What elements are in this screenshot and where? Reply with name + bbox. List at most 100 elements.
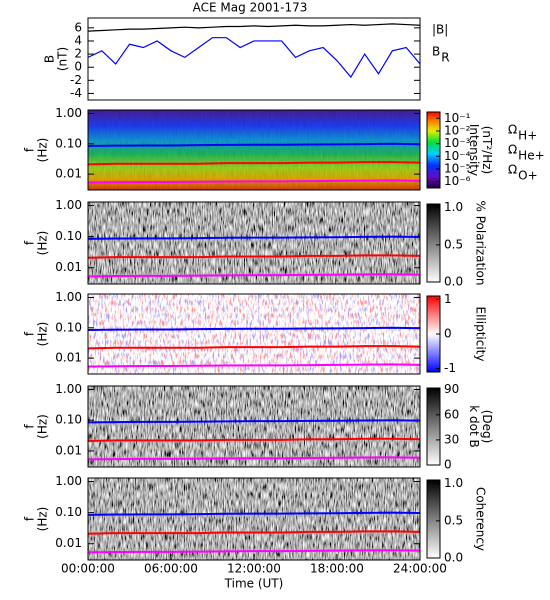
colorbar <box>426 203 441 283</box>
y-tick-label: 1.00 <box>55 474 82 488</box>
series-line <box>87 273 421 278</box>
series-line <box>87 326 421 331</box>
series-line <box>87 142 421 147</box>
colorbar-tick-label: 60 <box>444 407 459 421</box>
spectrogram-texture <box>88 294 420 374</box>
series-line <box>87 419 421 424</box>
legend-subscript: O+ <box>518 169 538 183</box>
plot-frame <box>87 201 421 285</box>
legend-subscript: R <box>441 51 449 65</box>
y-tick-label: 0.01 <box>55 351 82 365</box>
series-line <box>87 235 421 240</box>
colorbar-label: (Deg) <box>480 410 494 444</box>
colorbar-tick-label: 0 <box>444 458 452 472</box>
colorbar-tick-label: 1.0 <box>444 476 463 490</box>
colorbar-label: (nT²/Hz) <box>480 126 494 174</box>
series-line <box>87 437 421 443</box>
y-tick-label: 1.00 <box>55 106 82 120</box>
series-line <box>87 23 421 32</box>
x-tick-label: 18:00:00 <box>310 562 364 576</box>
colorbar-tick-label: 10⁻² <box>444 123 471 137</box>
y-tick-label: 1.00 <box>55 382 82 396</box>
y-tick-label: 0.01 <box>55 443 82 457</box>
series-line <box>87 254 421 259</box>
chart-title: ACE Mag 2001-173 <box>193 1 308 15</box>
legend-label: Ω <box>508 163 517 177</box>
y-tick-label: -4 <box>70 86 82 100</box>
series-line <box>87 37 421 79</box>
y-tick-label: 0 <box>74 60 82 74</box>
y-tick-label: 0.01 <box>55 167 82 181</box>
y-tick-label: 0.01 <box>55 536 82 550</box>
y-axis-label: (Hz) <box>36 322 50 347</box>
y-tick-label: 6 <box>74 20 82 34</box>
colorbar-label: k dot B <box>467 405 481 447</box>
y-axis-label: f <box>23 516 37 521</box>
y-tick-label: 0.10 <box>55 136 82 150</box>
legend-subscript: He+ <box>518 149 544 163</box>
colorbar <box>426 387 441 466</box>
y-tick-label: -2 <box>70 73 82 87</box>
colorbar-tick-label: -1 <box>444 361 456 375</box>
y-tick-label: 0.01 <box>55 260 82 274</box>
y-axis-label: f <box>23 240 37 245</box>
colorbar-tick-label: 10⁻³ <box>444 136 471 150</box>
series-line <box>87 363 421 368</box>
x-tick-label: 00:00:00 <box>61 562 115 576</box>
colorbar-tick-label: 1.0 <box>444 200 463 214</box>
panel: 0.01 0.10 1.00 f (Hz) 0.0 0.5 1.0 % Polarization <box>23 198 488 288</box>
y-tick-label: 4 <box>74 33 82 47</box>
colorbar-tick-label: 1 <box>444 292 452 306</box>
y-tick-label: 0.10 <box>55 229 82 243</box>
colorbar-tick-label: 0 <box>444 327 452 341</box>
legend-label: |B| <box>432 23 448 37</box>
series-line <box>87 345 421 350</box>
y-axis-label: (Hz) <box>36 414 50 439</box>
colorbar-tick-label: 30 <box>444 432 459 446</box>
series-line <box>87 549 421 554</box>
x-tick-label: 24:00:00 <box>393 562 447 576</box>
y-tick-label: 1.00 <box>55 290 82 304</box>
series-line <box>87 530 421 535</box>
spectrogram-image <box>88 386 420 467</box>
panel: 0.01 0.10 1.00 f (Hz) 90 60 30 0 k dot B (Deg) <box>23 382 495 471</box>
y-tick-label: 0.10 <box>55 413 82 427</box>
y-tick-label: 1.00 <box>55 198 82 212</box>
colorbar <box>426 479 441 559</box>
series-line <box>87 179 421 184</box>
plot-frame <box>87 293 421 375</box>
colorbar-tick-label: 0.0 <box>444 275 463 289</box>
x-axis-label: Time (UT) <box>224 577 284 591</box>
colorbar-tick-label: 0.5 <box>444 237 463 251</box>
legend-label: Ω <box>508 143 517 157</box>
y-axis-label: (nT) <box>56 47 70 71</box>
series-line <box>87 511 421 516</box>
colorbar-label: Intensity <box>467 124 481 176</box>
y-axis-label: (Hz) <box>36 507 50 532</box>
x-tick-label: 06:00:00 <box>144 562 198 576</box>
y-axis-label: f <box>23 331 37 336</box>
y-axis-label: (Hz) <box>36 231 50 256</box>
colorbar-label: Ellipticity <box>474 307 488 362</box>
spectrogram-texture <box>88 110 420 190</box>
series-line <box>87 456 421 461</box>
colorbar-tick-label: 10⁻¹ <box>444 111 471 125</box>
colorbar-tick-label: 10⁻⁶ <box>444 174 471 188</box>
y-tick-label: 0.10 <box>55 505 82 519</box>
colorbar-tick-label: 10⁻⁴ <box>444 149 471 163</box>
colorbar <box>426 111 441 189</box>
colorbar-tick-label: 0.5 <box>444 513 463 527</box>
panel: 0.01 0.10 1.00 f (Hz) 00:00:00 06:00:00 12:00:0… <box>23 474 488 590</box>
y-axis-label: (Hz) <box>36 138 50 163</box>
colorbar-label: Coherency <box>474 487 488 551</box>
y-axis-label: B <box>43 55 57 63</box>
y-tick-label: 0.10 <box>55 320 82 334</box>
plot-frame <box>87 17 421 101</box>
y-axis-label: f <box>23 424 37 429</box>
colorbar-tick-label: 0.0 <box>444 551 463 565</box>
plot-frame <box>87 385 421 468</box>
colorbar-tick-label: 10⁻⁵ <box>444 161 471 175</box>
legend-subscript: H+ <box>518 129 537 143</box>
spectrogram-image <box>88 202 420 284</box>
